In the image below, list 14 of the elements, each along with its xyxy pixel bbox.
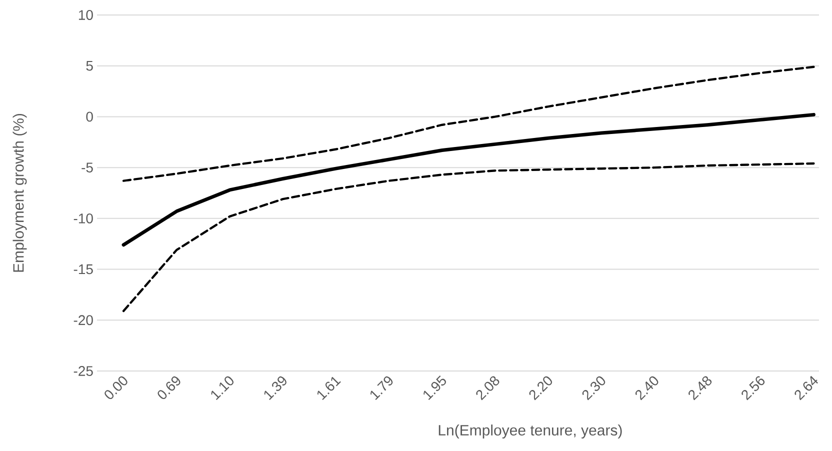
x-tick-label: 0.69 xyxy=(158,376,180,400)
y-tick-label: -5 xyxy=(82,162,93,172)
x-tick-label: 0.00 xyxy=(104,376,128,400)
x-tick-label: 1.61 xyxy=(317,376,341,400)
y-tick-label: -25 xyxy=(74,366,93,376)
y-tick-label: 10 xyxy=(78,10,93,20)
line-series xyxy=(122,162,815,312)
y-tick-label: 0 xyxy=(86,112,93,122)
y-tick-label: -20 xyxy=(74,315,93,326)
y-axis-title: Employment growth (%) xyxy=(12,114,27,272)
y-tick-label: 5 xyxy=(86,60,93,71)
x-axis-title: Ln(Employee tenure, years) xyxy=(438,424,622,439)
y-tick-label: -15 xyxy=(74,264,93,274)
y-tick-label: -10 xyxy=(74,213,93,224)
